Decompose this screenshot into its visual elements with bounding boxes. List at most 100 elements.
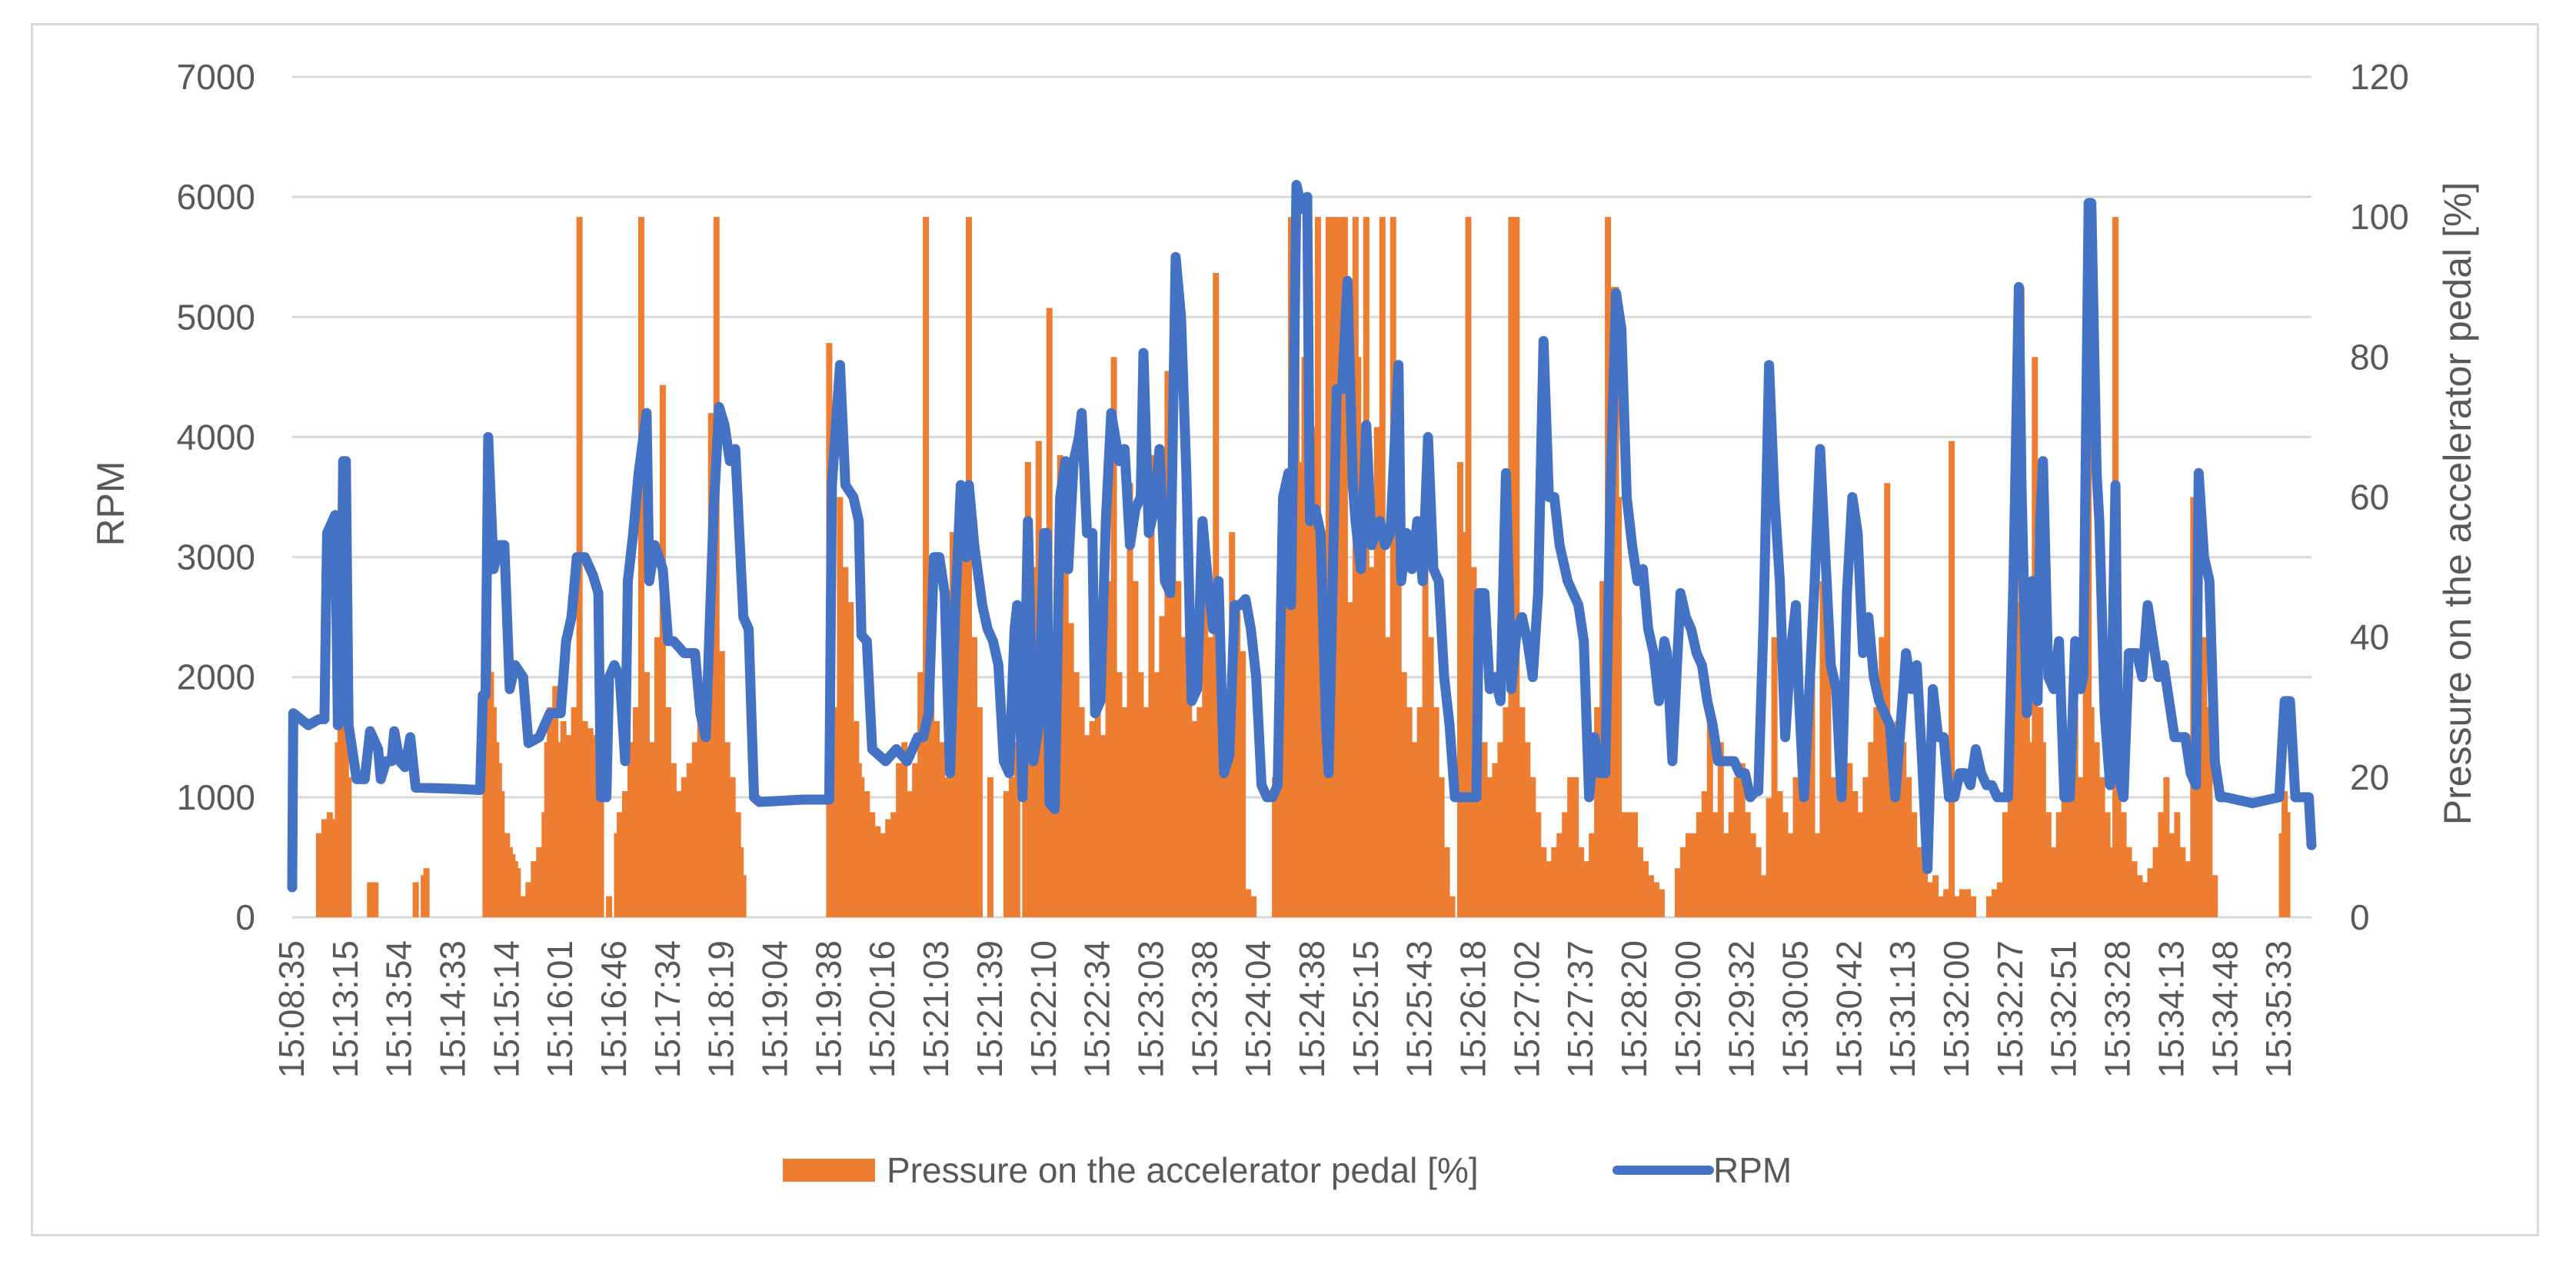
pressure-bar: [976, 707, 983, 917]
pressure-bar: [1985, 896, 1992, 917]
pressure-bar: [1379, 217, 1386, 917]
pressure-bar: [1293, 321, 1300, 918]
pressure-bar: [547, 707, 554, 917]
pressure-bar: [1567, 777, 1574, 917]
x-tick-label: 15:21:03: [916, 940, 956, 1078]
pressure-bar: [874, 826, 881, 917]
x-tick-label: 15:35:33: [2258, 940, 2298, 1078]
pressure-bar: [1357, 497, 1364, 917]
pressure-bar: [1621, 812, 1628, 917]
x-tick-label: 15:18:19: [701, 940, 741, 1078]
pressure-bar: [1862, 777, 1869, 917]
pressure-bar: [1798, 742, 1805, 917]
pressure-bar: [581, 720, 588, 917]
pressure-bar: [1722, 833, 1729, 917]
pressure-bar: [372, 882, 379, 917]
x-tick-label: 15:20:16: [862, 940, 902, 1078]
pressure-bar: [1852, 791, 1859, 917]
pressure-bar: [1873, 707, 1880, 917]
pressure-bar: [970, 637, 977, 917]
pressure-bar: [1546, 861, 1553, 917]
pressure-bar: [2163, 777, 2170, 917]
pressure-bar: [917, 672, 924, 917]
pressure-bar: [1755, 847, 1762, 917]
rpm-line-layer: [287, 180, 2317, 893]
pressure-bar: [2023, 707, 2030, 917]
pressure-bar: [1771, 637, 1778, 917]
pressure-bar: [2098, 777, 2105, 917]
pressure-bar: [1959, 889, 1966, 917]
pressure-bar: [1589, 833, 1596, 917]
pressure-bar: [1712, 812, 1719, 917]
x-tick-label: 15:32:27: [1990, 940, 2030, 1078]
pressure-bar: [571, 707, 577, 917]
x-tick-label: 15:24:04: [1238, 940, 1278, 1078]
pressure-bar: [2201, 637, 2208, 917]
x-tick-label: 15:19:38: [808, 940, 848, 1078]
pressure-bar: [1132, 580, 1139, 917]
pressure-bar: [2136, 875, 2143, 917]
pressure-bar: [1825, 602, 1832, 917]
left-tick-label: 0: [235, 897, 255, 937]
pressure-bar: [1427, 637, 1434, 917]
pressure-bar: [1180, 637, 1187, 917]
x-tick-label: 15:27:37: [1560, 940, 1600, 1078]
pressure-bar: [697, 707, 704, 917]
pressure-bar: [1008, 777, 1015, 917]
right-tick-label: 80: [2350, 337, 2389, 377]
pressure-bar: [837, 497, 844, 917]
pressure-bar: [2142, 882, 2148, 917]
pressure-bar: [1943, 889, 1950, 917]
pressure-bar: [637, 217, 644, 917]
pressure-bar: [1341, 217, 1348, 917]
pressure-bar: [1594, 707, 1601, 917]
pressure-bar: [2039, 742, 2046, 917]
pressure-bar: [1830, 777, 1837, 917]
pressure-bar: [1573, 777, 1579, 917]
pressure-bar: [617, 812, 624, 917]
pressure-bar: [1760, 875, 1767, 917]
pressure-bar: [1411, 742, 1418, 917]
pressure-bar: [960, 497, 967, 917]
pressure-bar: [928, 672, 935, 917]
pressure-bar: [1153, 672, 1160, 917]
pressure-bar: [923, 217, 930, 917]
x-tick-label: 15:23:03: [1130, 940, 1170, 1078]
pressure-bar: [1406, 707, 1413, 917]
pressure-bar: [1895, 720, 1902, 917]
left-tick-label: 7000: [177, 57, 255, 97]
pressure-bar: [740, 875, 747, 917]
pressure-bar: [869, 812, 876, 917]
right-tick-label: 120: [2350, 57, 2409, 97]
pressure-bar: [2174, 812, 2181, 917]
pressure-bar: [1706, 707, 1713, 917]
pressure-bar: [1148, 454, 1155, 917]
pressure-bar: [1626, 812, 1633, 917]
pressure-bar: [681, 777, 687, 917]
pressure-bar: [1965, 889, 1972, 917]
pressure-bar: [831, 707, 838, 917]
pressure-bar: [514, 868, 521, 917]
pressure-bar: [1110, 357, 1117, 917]
pressure-bar: [2050, 847, 2057, 917]
pressure-bar: [1089, 720, 1096, 917]
pressure-bar: [1234, 602, 1241, 917]
pressure-bar: [2012, 602, 2019, 917]
chart-svg: 0 1000 2000 3000 4000 5000 6000 7000 0 20 40 60 80 1…: [89, 57, 2479, 1190]
pressure-bar: [1916, 847, 1923, 917]
pressure-bar: [686, 763, 693, 917]
pressure-bar: [1449, 896, 1456, 917]
x-tick-label: 15:26:18: [1453, 940, 1493, 1078]
pressure-bar: [864, 791, 870, 917]
pressure-bar: [1443, 847, 1450, 917]
pressure-bar: [1927, 882, 1934, 917]
pressure-bar: [1578, 847, 1585, 917]
pressure-bar: [885, 819, 892, 917]
pressure-bar: [1395, 580, 1402, 917]
pressure-bar: [1492, 763, 1499, 917]
pressure-bar: [2185, 861, 2192, 917]
pressure-bar: [1283, 602, 1290, 917]
pressure-bar: [1100, 735, 1107, 917]
pressure-bar: [1766, 798, 1772, 917]
pressure-bar: [1616, 497, 1622, 917]
